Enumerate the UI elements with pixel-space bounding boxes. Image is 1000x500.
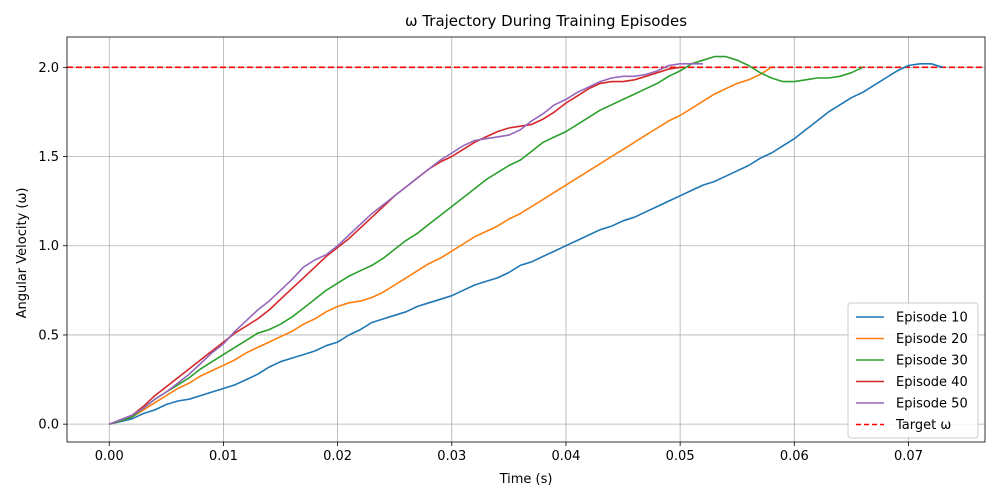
y-tick-label: 1.0 [38,239,59,254]
series-line-episode-5 [108,63,703,425]
y-axis-label: Angular Velocity (ω) [15,188,30,319]
x-tick-label: 0.03 [437,449,466,464]
y-tick-label: 1.5 [38,150,59,165]
legend: Episode 10 Episode 20 Episode 30 Episode 40… [847,302,979,439]
legend-box [847,302,979,439]
x-tick-label: 0.02 [323,449,352,464]
x-tick-label: 0.06 [780,449,809,464]
y-tick-label: 0.0 [38,418,59,433]
legend-label: Episode 10 [896,311,968,326]
legend-label: Episode 20 [896,332,968,347]
series-line-episode-2 [108,66,772,425]
y-tick-label: 2.0 [38,61,59,76]
chart-title: ω Trajectory During Training Episodes [405,12,687,30]
series-line-episode-3 [108,55,864,425]
legend-label: Episode 50 [896,397,968,412]
series-group [108,55,944,425]
series-line-episode-1 [109,63,944,425]
x-tick-label: 0.01 [209,449,238,464]
legend-label: Target ω [895,418,951,433]
x-tick-label: 0.05 [666,449,695,464]
legend-label: Episode 40 [896,375,968,390]
x-tick-label: 0.07 [894,449,923,464]
x-axis-label: Time (s) [499,472,553,487]
y-axis-ticks: 0.0 0.5 1.0 1.5 2.0 [38,61,67,433]
plot-frame [66,36,986,443]
x-tick-label: 0.04 [551,449,580,464]
x-axis-ticks: 0.00 0.01 0.02 0.03 0.04 0.05 0.06 0.07 [95,442,923,464]
y-tick-label: 0.5 [38,328,59,343]
legend-label: Episode 30 [896,354,968,369]
x-tick-label: 0.00 [95,449,124,464]
grid [67,37,985,442]
